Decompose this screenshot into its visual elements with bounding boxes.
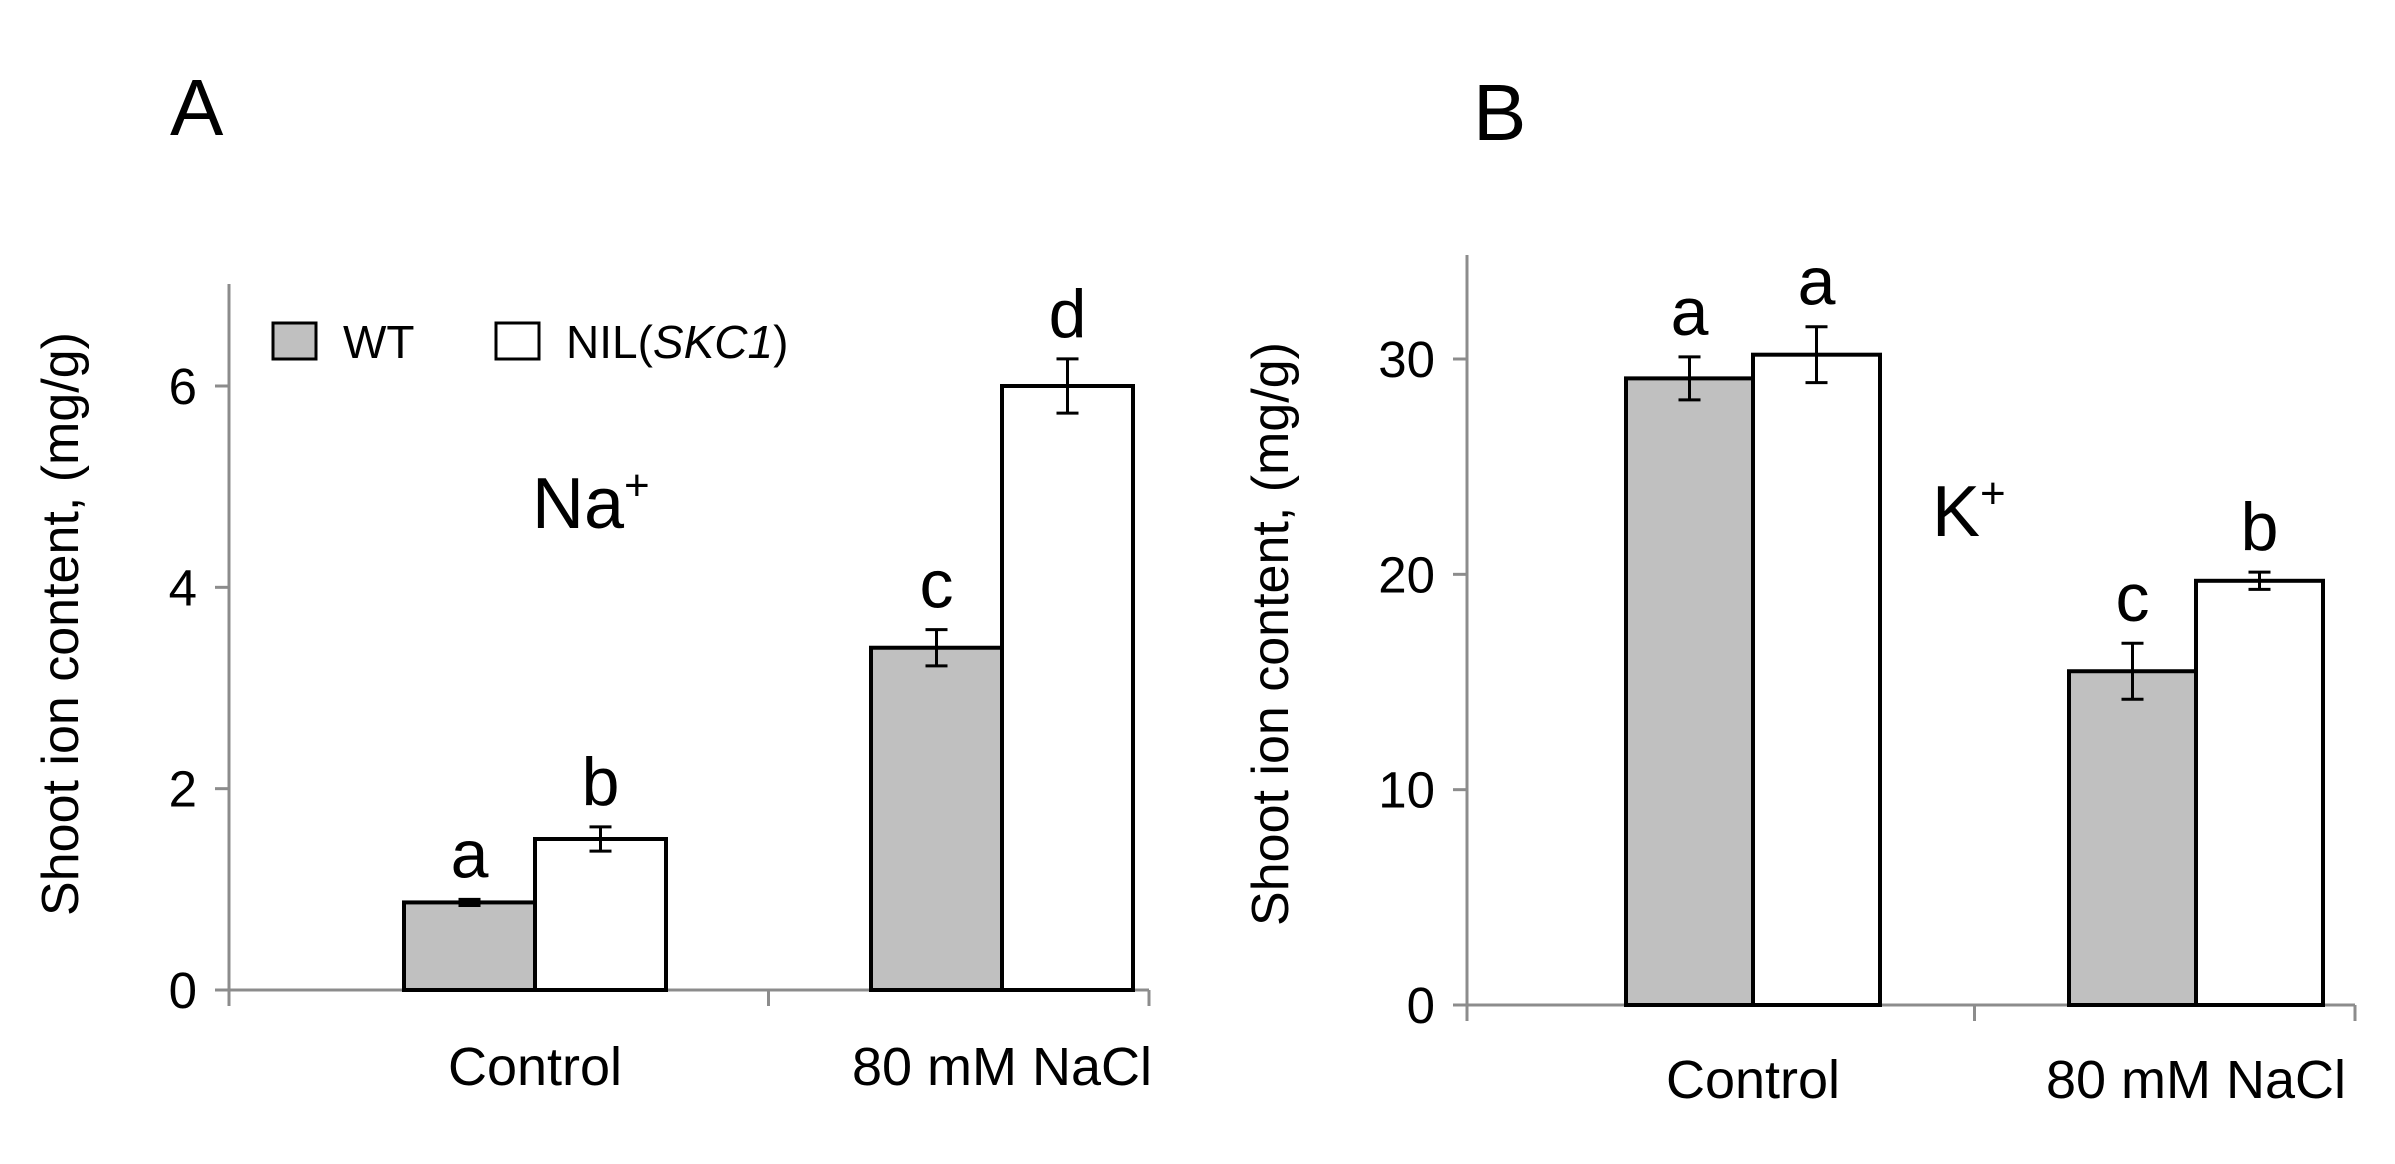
panel-a-ion-charge: + — [624, 461, 650, 510]
panel-b-category-label: 80 mM NaCl — [2046, 1050, 2346, 1110]
panel-a-significance-letter: b — [582, 744, 620, 820]
panel-b-y-tick-label: 20 — [1378, 546, 1435, 603]
panel-a-y-tick-label: 6 — [169, 358, 197, 415]
panel-b-category-label: Control — [1666, 1050, 1840, 1110]
panel-a-bar — [1000, 384, 1135, 992]
panel-b-chart: B Shoot ion content, (mg/g) K+ 0 10 20 30 Co… — [1242, 68, 2357, 1110]
panel-a-ion-label: Na+ — [532, 461, 650, 544]
legend-label-nil-suffix: ) — [773, 316, 788, 368]
panel-a-y-tick-label: 0 — [169, 962, 197, 1019]
panel-a-bar — [869, 645, 1004, 992]
legend-label-nil-italic: SKC1 — [653, 316, 773, 368]
panel-a-significance-letter: a — [451, 816, 489, 892]
legend-label-wt: WT — [343, 316, 415, 368]
panel-b-ion-label: K+ — [1932, 469, 2006, 552]
panel-a-chart: A Shoot ion content, (mg/g) Na+ WT NIL(S… — [32, 63, 1152, 1097]
panel-b-y-tick-label: 10 — [1378, 762, 1435, 819]
panel-b-ion-symbol: K — [1932, 472, 1980, 552]
panel-b-ion-charge: + — [1980, 469, 2006, 518]
panel-b-bar — [2194, 578, 2325, 1007]
panel-a-y-tick-label: 4 — [169, 559, 197, 616]
panel-a-bar — [533, 837, 668, 992]
panel-a-bar — [402, 900, 537, 992]
legend-label-nil-prefix: NIL( — [566, 316, 654, 368]
panel-b-y-tick-label: 0 — [1407, 977, 1435, 1034]
panel-b-bar — [1624, 376, 1755, 1007]
panel-b-bar — [1751, 352, 1882, 1007]
panel-a-ion-symbol: Na — [532, 464, 625, 544]
panel-a-category-label: 80 mM NaCl — [852, 1037, 1152, 1097]
legend-label-nil: NIL(SKC1) — [566, 316, 788, 368]
panel-b-significance-letter: b — [2241, 489, 2279, 565]
panel-b-significance-letter: a — [1798, 244, 1836, 320]
panel-a-significance-letter: c — [920, 547, 954, 623]
legend-swatch-nil — [494, 321, 541, 361]
panel-b-significance-letter: a — [1671, 274, 1709, 350]
panel-a-y-axis-label: Shoot ion content, (mg/g) — [32, 332, 90, 916]
panel-a-label: A — [170, 63, 224, 152]
legend: WT NIL(SKC1) — [271, 316, 788, 368]
panel-b-significance-letter: c — [2116, 560, 2150, 636]
panel-b-label: B — [1473, 68, 1526, 157]
legend-swatch-wt — [271, 321, 318, 361]
panel-a-significance-letter: d — [1049, 276, 1087, 352]
panel-b-y-tick-label: 30 — [1378, 331, 1435, 388]
panel-b-y-axis-label: Shoot ion content, (mg/g) — [1242, 342, 1300, 926]
panel-a-y-tick-label: 2 — [169, 761, 197, 818]
panel-b-bar — [2067, 669, 2198, 1007]
panel-a-category-label: Control — [448, 1037, 622, 1097]
